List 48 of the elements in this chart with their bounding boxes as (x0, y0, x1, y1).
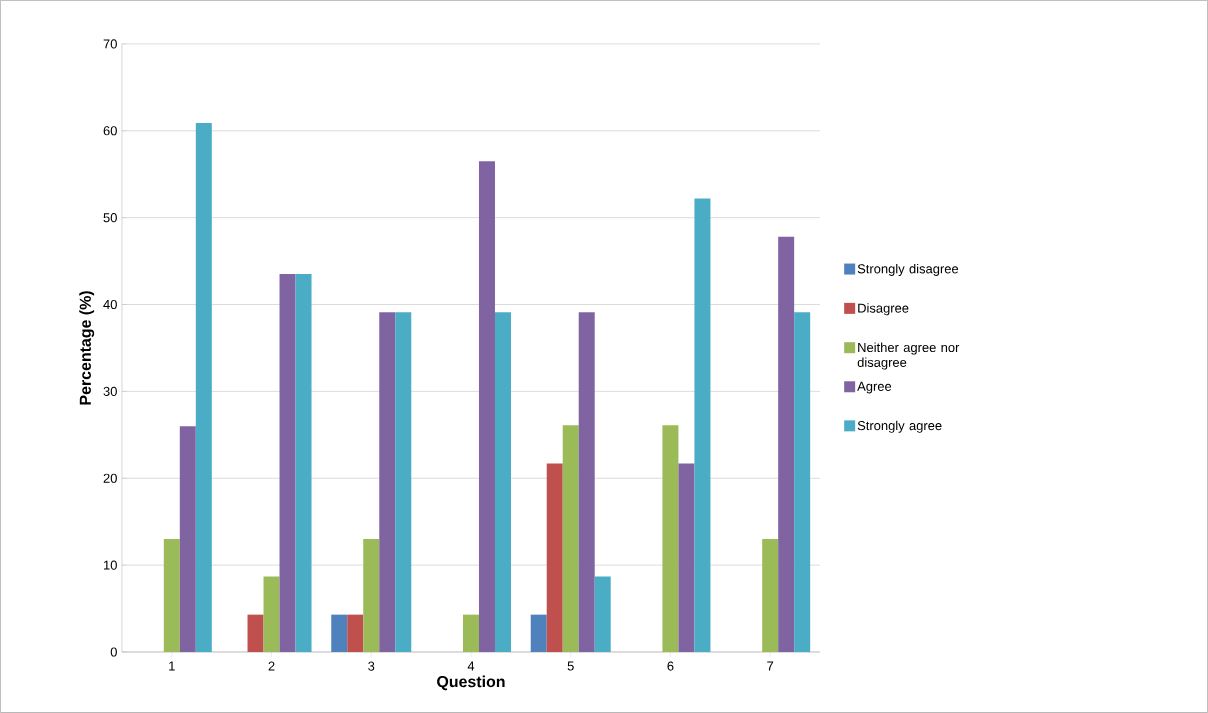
x-tick-label: 7 (767, 661, 774, 671)
legend-label: Neither agree nor disagree (857, 342, 960, 370)
bar (694, 198, 711, 653)
bar (478, 161, 495, 653)
bar (494, 312, 511, 653)
bar (247, 614, 264, 653)
bar (794, 312, 811, 653)
bar (594, 576, 611, 653)
y-tick-label: 10 (103, 560, 117, 570)
bar (179, 426, 196, 653)
y-axis-title: Percentage (%) (79, 291, 95, 405)
bar (530, 614, 547, 653)
bar (379, 312, 396, 653)
bar (279, 274, 296, 653)
bar (331, 614, 348, 653)
bar (562, 425, 579, 653)
x-tick-label: 5 (567, 661, 574, 671)
legend-label: Strongly disagree (857, 263, 959, 277)
y-tick-label: 70 (103, 39, 117, 49)
x-tick-label: 4 (467, 661, 475, 671)
bar (678, 463, 695, 653)
x-tick-label: 6 (667, 661, 674, 671)
bar (347, 614, 364, 653)
legend-label: Disagree (858, 303, 909, 316)
x-tick-label: 1 (169, 661, 175, 671)
bar (363, 539, 380, 653)
bar (462, 614, 479, 653)
legend-label: Strongly agree (857, 420, 942, 433)
bar (546, 463, 563, 653)
bar (163, 539, 180, 653)
y-tick-label: 40 (103, 299, 117, 310)
bar (295, 274, 312, 653)
bar (263, 576, 280, 653)
x-tick-label: 2 (268, 661, 275, 671)
bar (395, 312, 412, 653)
bar (778, 236, 795, 653)
y-tick-label: 0 (110, 647, 117, 657)
y-tick-label: 30 (103, 386, 117, 397)
x-tick-label: 3 (368, 661, 375, 671)
y-tick-label: 60 (103, 126, 117, 136)
y-tick-label: 50 (103, 213, 117, 223)
bar (195, 123, 212, 653)
y-tick-label: 20 (103, 473, 117, 483)
bar (662, 425, 679, 653)
bar (762, 539, 779, 653)
legend-label: Agree (857, 381, 892, 394)
bar (578, 312, 595, 653)
x-axis-title: Question (437, 675, 505, 691)
